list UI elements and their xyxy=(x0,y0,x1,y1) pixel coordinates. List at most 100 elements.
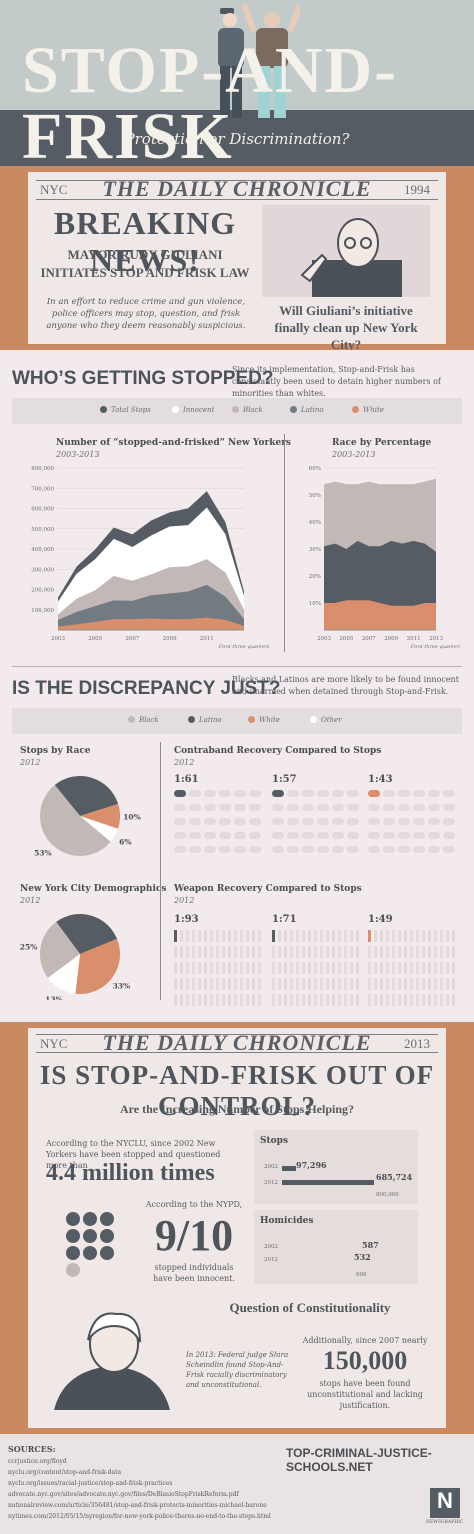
contraband-pill xyxy=(204,804,216,811)
contraband-pill xyxy=(219,832,231,839)
site-link[interactable]: TOP-CRIMINAL-JUSTICE-SCHOOLS.NET xyxy=(286,1446,432,1474)
weapon-bar xyxy=(198,978,201,990)
weapon-bar xyxy=(314,946,317,958)
weapon-bar xyxy=(204,946,207,958)
contraband-pill xyxy=(428,790,440,797)
contraband-pill xyxy=(302,846,314,853)
weapon-bar xyxy=(422,978,425,990)
y-tick-label: 20% xyxy=(309,574,321,580)
contraband-pill xyxy=(332,790,344,797)
weapon-bar xyxy=(284,994,287,1006)
weapon-bar xyxy=(452,962,455,974)
contraband-pill xyxy=(383,846,395,853)
weapon-bar xyxy=(416,946,419,958)
contraband-pill xyxy=(428,846,440,853)
pie-label: 31% xyxy=(86,770,104,771)
section-1-text: Since its implementation, Stop-and-Frisk… xyxy=(232,365,441,398)
weapon-bar xyxy=(320,946,323,958)
weapon-bar xyxy=(398,962,401,974)
weapon-bar xyxy=(356,930,359,942)
weapon-bar xyxy=(320,930,323,942)
weapon-title: Weapon Recovery Compared to Stops xyxy=(174,884,362,894)
contraband-pill xyxy=(234,832,246,839)
contraband-pill xyxy=(398,790,410,797)
contraband-pill xyxy=(368,818,380,825)
newspaper-2-city: NYC xyxy=(40,1036,68,1051)
weapon-bar xyxy=(240,946,243,958)
source-link[interactable]: nytimes.com/2012/05/15/nyregion/for-new-… xyxy=(8,1513,271,1520)
weapon-bar xyxy=(290,962,293,974)
weapon-bar xyxy=(404,994,407,1006)
contraband-pill xyxy=(368,832,380,839)
weapon-bar xyxy=(228,930,231,942)
weapon-bar xyxy=(198,946,201,958)
weapon-bar xyxy=(278,962,281,974)
weapon-bar xyxy=(234,930,237,942)
pie-label: 33% xyxy=(113,981,131,990)
section-2-legend: Black Latino White Other xyxy=(12,708,462,734)
contraband-pill xyxy=(189,790,201,797)
source-link[interactable]: nyclu.org/content/stop-and-frisk-data xyxy=(8,1469,122,1476)
weapon-bar xyxy=(272,962,275,974)
y-tick-label: 400,000 xyxy=(31,547,54,553)
contraband-pill xyxy=(219,818,231,825)
sources-label: SOURCES: xyxy=(8,1444,56,1454)
weapon-bar xyxy=(278,978,281,990)
homicides-2002-value: 587 xyxy=(362,1240,379,1250)
contraband-year: 2012 xyxy=(174,758,195,767)
source-link[interactable]: ccrjustice.org/floyd xyxy=(8,1458,67,1465)
weapon-bar xyxy=(308,962,311,974)
weapon-bar xyxy=(228,946,231,958)
pie-label: 29% xyxy=(85,908,103,909)
weapon-bar xyxy=(410,946,413,958)
stops-card-title: Stops xyxy=(260,1136,289,1146)
legend2-latino: Latino xyxy=(188,716,222,724)
weapon-bar xyxy=(410,978,413,990)
weapon-bar xyxy=(434,946,437,958)
weapon-bar xyxy=(380,962,383,974)
weapon-bar xyxy=(192,962,195,974)
chart-1-subtitle: 2003-2013 xyxy=(56,450,100,459)
weapon-bar xyxy=(428,930,431,942)
weapon-bar xyxy=(410,930,413,942)
source-link[interactable]: nyclu.org/issues/racial-justice/stop-and… xyxy=(8,1480,173,1487)
x-tick-label: 2003 xyxy=(317,636,331,642)
nyclu-text: According to the NYCLU, since 2002 New Y… xyxy=(46,1139,221,1170)
contraband-pill xyxy=(234,804,246,811)
weapon-bar xyxy=(404,930,407,942)
source-link[interactable]: nationalreview.com/article/356481/stop-a… xyxy=(8,1502,267,1509)
weapon-bar xyxy=(428,978,431,990)
weapon-bar xyxy=(186,978,189,990)
contraband-pill xyxy=(249,846,261,853)
contraband-pill xyxy=(413,804,425,811)
weapon-bar xyxy=(180,946,183,958)
weapon-bar xyxy=(198,994,201,1006)
weapon-bar xyxy=(252,978,255,990)
source-link[interactable]: advocate.nyc.gov/sites/advocate.nyc.gov/… xyxy=(8,1491,239,1498)
weapon-bar xyxy=(234,946,237,958)
weapon-bar xyxy=(374,946,377,958)
weapon-ratio-latino: 1:71 xyxy=(272,914,297,925)
weapon-bar xyxy=(278,930,281,942)
contraband-ratio-black: 1:61 xyxy=(174,774,199,785)
person-dot xyxy=(100,1212,114,1226)
footer xyxy=(0,1434,474,1534)
chart-2-subtitle: 2003-2013 xyxy=(332,450,376,459)
weapon-bar xyxy=(246,946,249,958)
weapon-bar xyxy=(428,962,431,974)
weapon-bar xyxy=(416,994,419,1006)
weapon-bar xyxy=(272,946,275,958)
y-tick-label: 700,000 xyxy=(31,486,54,492)
weapon-ratio-black: 1:93 xyxy=(174,914,199,925)
constitutionality-title: Question of Constitutionality xyxy=(190,1300,430,1316)
contraband-pill xyxy=(249,832,261,839)
weapon-bar xyxy=(392,930,395,942)
person-dot xyxy=(100,1246,114,1260)
homicides-2012-value: 532 xyxy=(354,1252,371,1262)
contraband-pill xyxy=(428,818,440,825)
pie-slice-latino xyxy=(54,776,119,816)
giuliani-portrait xyxy=(262,205,430,300)
person-dot xyxy=(100,1229,114,1243)
weapon-bar xyxy=(434,962,437,974)
contraband-pill xyxy=(272,790,284,797)
